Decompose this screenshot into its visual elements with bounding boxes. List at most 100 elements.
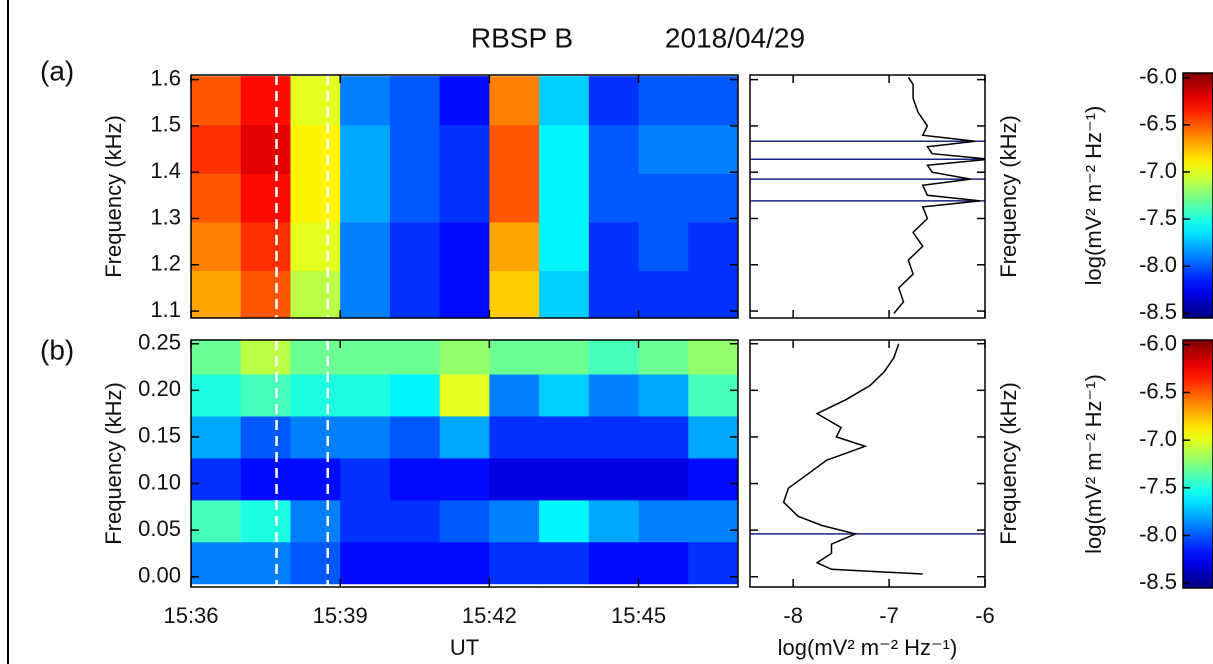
- colorbar-tick-label: -6.5: [1139, 378, 1177, 403]
- plot-frame: [749, 339, 986, 588]
- heatmap-cell: [489, 221, 540, 272]
- heatmap-cell: [191, 173, 242, 223]
- y-tick-label: 0.15: [138, 423, 181, 448]
- heatmap-cell: [290, 541, 341, 585]
- heatmap-cell: [539, 340, 590, 375]
- heatmap-cell: [389, 270, 441, 318]
- heatmap-cell: [240, 374, 291, 417]
- colorbar-tick-label: -6.0: [1139, 64, 1177, 89]
- heatmap-cell: [191, 340, 242, 375]
- y-tick-label: 0.05: [138, 516, 181, 541]
- heatmap-cell: [340, 541, 391, 585]
- heatmap-cell: [489, 173, 540, 223]
- heatmap-cell: [489, 374, 540, 417]
- heatmap-cell: [191, 541, 242, 585]
- x-tick-label: 15:42: [462, 603, 517, 628]
- heatmap-cell: [489, 124, 540, 174]
- x-tick-label: 15:36: [163, 603, 218, 628]
- y-tick-label: 1.6: [150, 65, 181, 90]
- heatmap-cell: [489, 76, 540, 126]
- heatmap-cell: [439, 221, 490, 272]
- y-axis-label: Frequency (kHz): [996, 382, 1021, 545]
- panel-label: (b): [40, 334, 74, 365]
- heatmap-cell: [439, 457, 490, 501]
- y-tick-label: 0.20: [138, 376, 181, 401]
- plot-frame: [749, 74, 986, 319]
- heatmap-cell: [240, 221, 291, 272]
- spectrum-line: [893, 76, 985, 314]
- heatmap-cell: [688, 124, 738, 174]
- heatmap: [191, 76, 738, 318]
- y-tick-label: 1.4: [150, 158, 181, 183]
- heatmap-cell: [240, 76, 291, 126]
- heatmap-cell: [340, 457, 391, 501]
- heatmap-cell: [588, 221, 640, 272]
- heatmap-cell: [389, 173, 441, 223]
- heatmap-cell: [489, 499, 540, 543]
- heatmap-cell: [191, 124, 242, 174]
- heatmap-cell: [340, 499, 391, 543]
- heatmap-cell: [638, 457, 689, 501]
- heatmap-cell: [340, 221, 391, 272]
- heatmap-cell: [290, 124, 341, 174]
- heatmap-cell: [191, 415, 242, 459]
- heatmap-cell: [489, 541, 540, 585]
- heatmap-cell: [389, 541, 441, 585]
- heatmap-cell: [638, 541, 689, 585]
- heatmap-cell: [439, 499, 490, 543]
- heatmap-cell: [340, 340, 391, 375]
- heatmap-cell: [489, 270, 540, 318]
- y-axis-label: Frequency (kHz): [101, 382, 126, 545]
- heatmap-cell: [688, 76, 738, 126]
- y-axis-label: Frequency (kHz): [101, 115, 126, 278]
- y-axis-label: Frequency (kHz): [996, 115, 1021, 278]
- heatmap-cell: [191, 76, 242, 126]
- heatmap-cell: [688, 173, 738, 223]
- heatmap-cell: [688, 270, 738, 318]
- y-tick-label: 0.10: [138, 469, 181, 494]
- y-tick-label: 1.2: [150, 251, 181, 276]
- colorbar-tick-label: -6.0: [1139, 331, 1177, 356]
- heatmap-cell: [290, 457, 341, 501]
- heatmap-cell: [290, 340, 341, 375]
- heatmap-cell: [290, 76, 341, 126]
- heatmap-cell: [439, 270, 490, 318]
- heatmap-cell: [290, 374, 341, 417]
- heatmap-cell: [638, 340, 689, 375]
- heatmap-cell: [290, 270, 341, 318]
- plot-frame: [190, 339, 739, 588]
- spectrum-line: [782, 343, 923, 575]
- heatmap-cell: [688, 541, 738, 585]
- heatmap-cell: [688, 457, 738, 501]
- heatmap-cell: [539, 415, 590, 459]
- heatmap-cell: [389, 221, 441, 272]
- heatmap-cell: [588, 124, 640, 174]
- figure-title: RBSP B: [471, 22, 573, 53]
- heatmap-cell: [240, 415, 291, 459]
- heatmap-cell: [489, 415, 540, 459]
- heatmap-cell: [240, 499, 291, 543]
- heatmap-cell: [439, 173, 490, 223]
- x-tick-label: -8: [783, 603, 803, 628]
- heatmap-cell: [588, 340, 640, 375]
- x-tick-label: 15:45: [611, 603, 666, 628]
- colorbar-tick-label: -8.5: [1139, 569, 1177, 594]
- y-tick-label: 0.00: [138, 563, 181, 588]
- heatmap-cell: [240, 173, 291, 223]
- colorbar-tick-label: -8.0: [1139, 252, 1177, 277]
- heatmap: [191, 340, 738, 585]
- heatmap-cell: [240, 541, 291, 585]
- heatmap-cell: [191, 270, 242, 318]
- y-tick-label: 1.1: [150, 297, 181, 322]
- x-tick-label: 15:39: [313, 603, 368, 628]
- panel-label: (a): [40, 55, 74, 86]
- heatmap-cell: [539, 173, 590, 223]
- heatmap-cell: [638, 374, 689, 417]
- heatmap-cell: [588, 76, 640, 126]
- heatmap-cell: [439, 124, 490, 174]
- heatmap-cell: [688, 374, 738, 417]
- heatmap-cell: [290, 173, 341, 223]
- heatmap-cell: [389, 340, 441, 375]
- heatmap-cell: [638, 173, 689, 223]
- plot-frame: [190, 74, 739, 319]
